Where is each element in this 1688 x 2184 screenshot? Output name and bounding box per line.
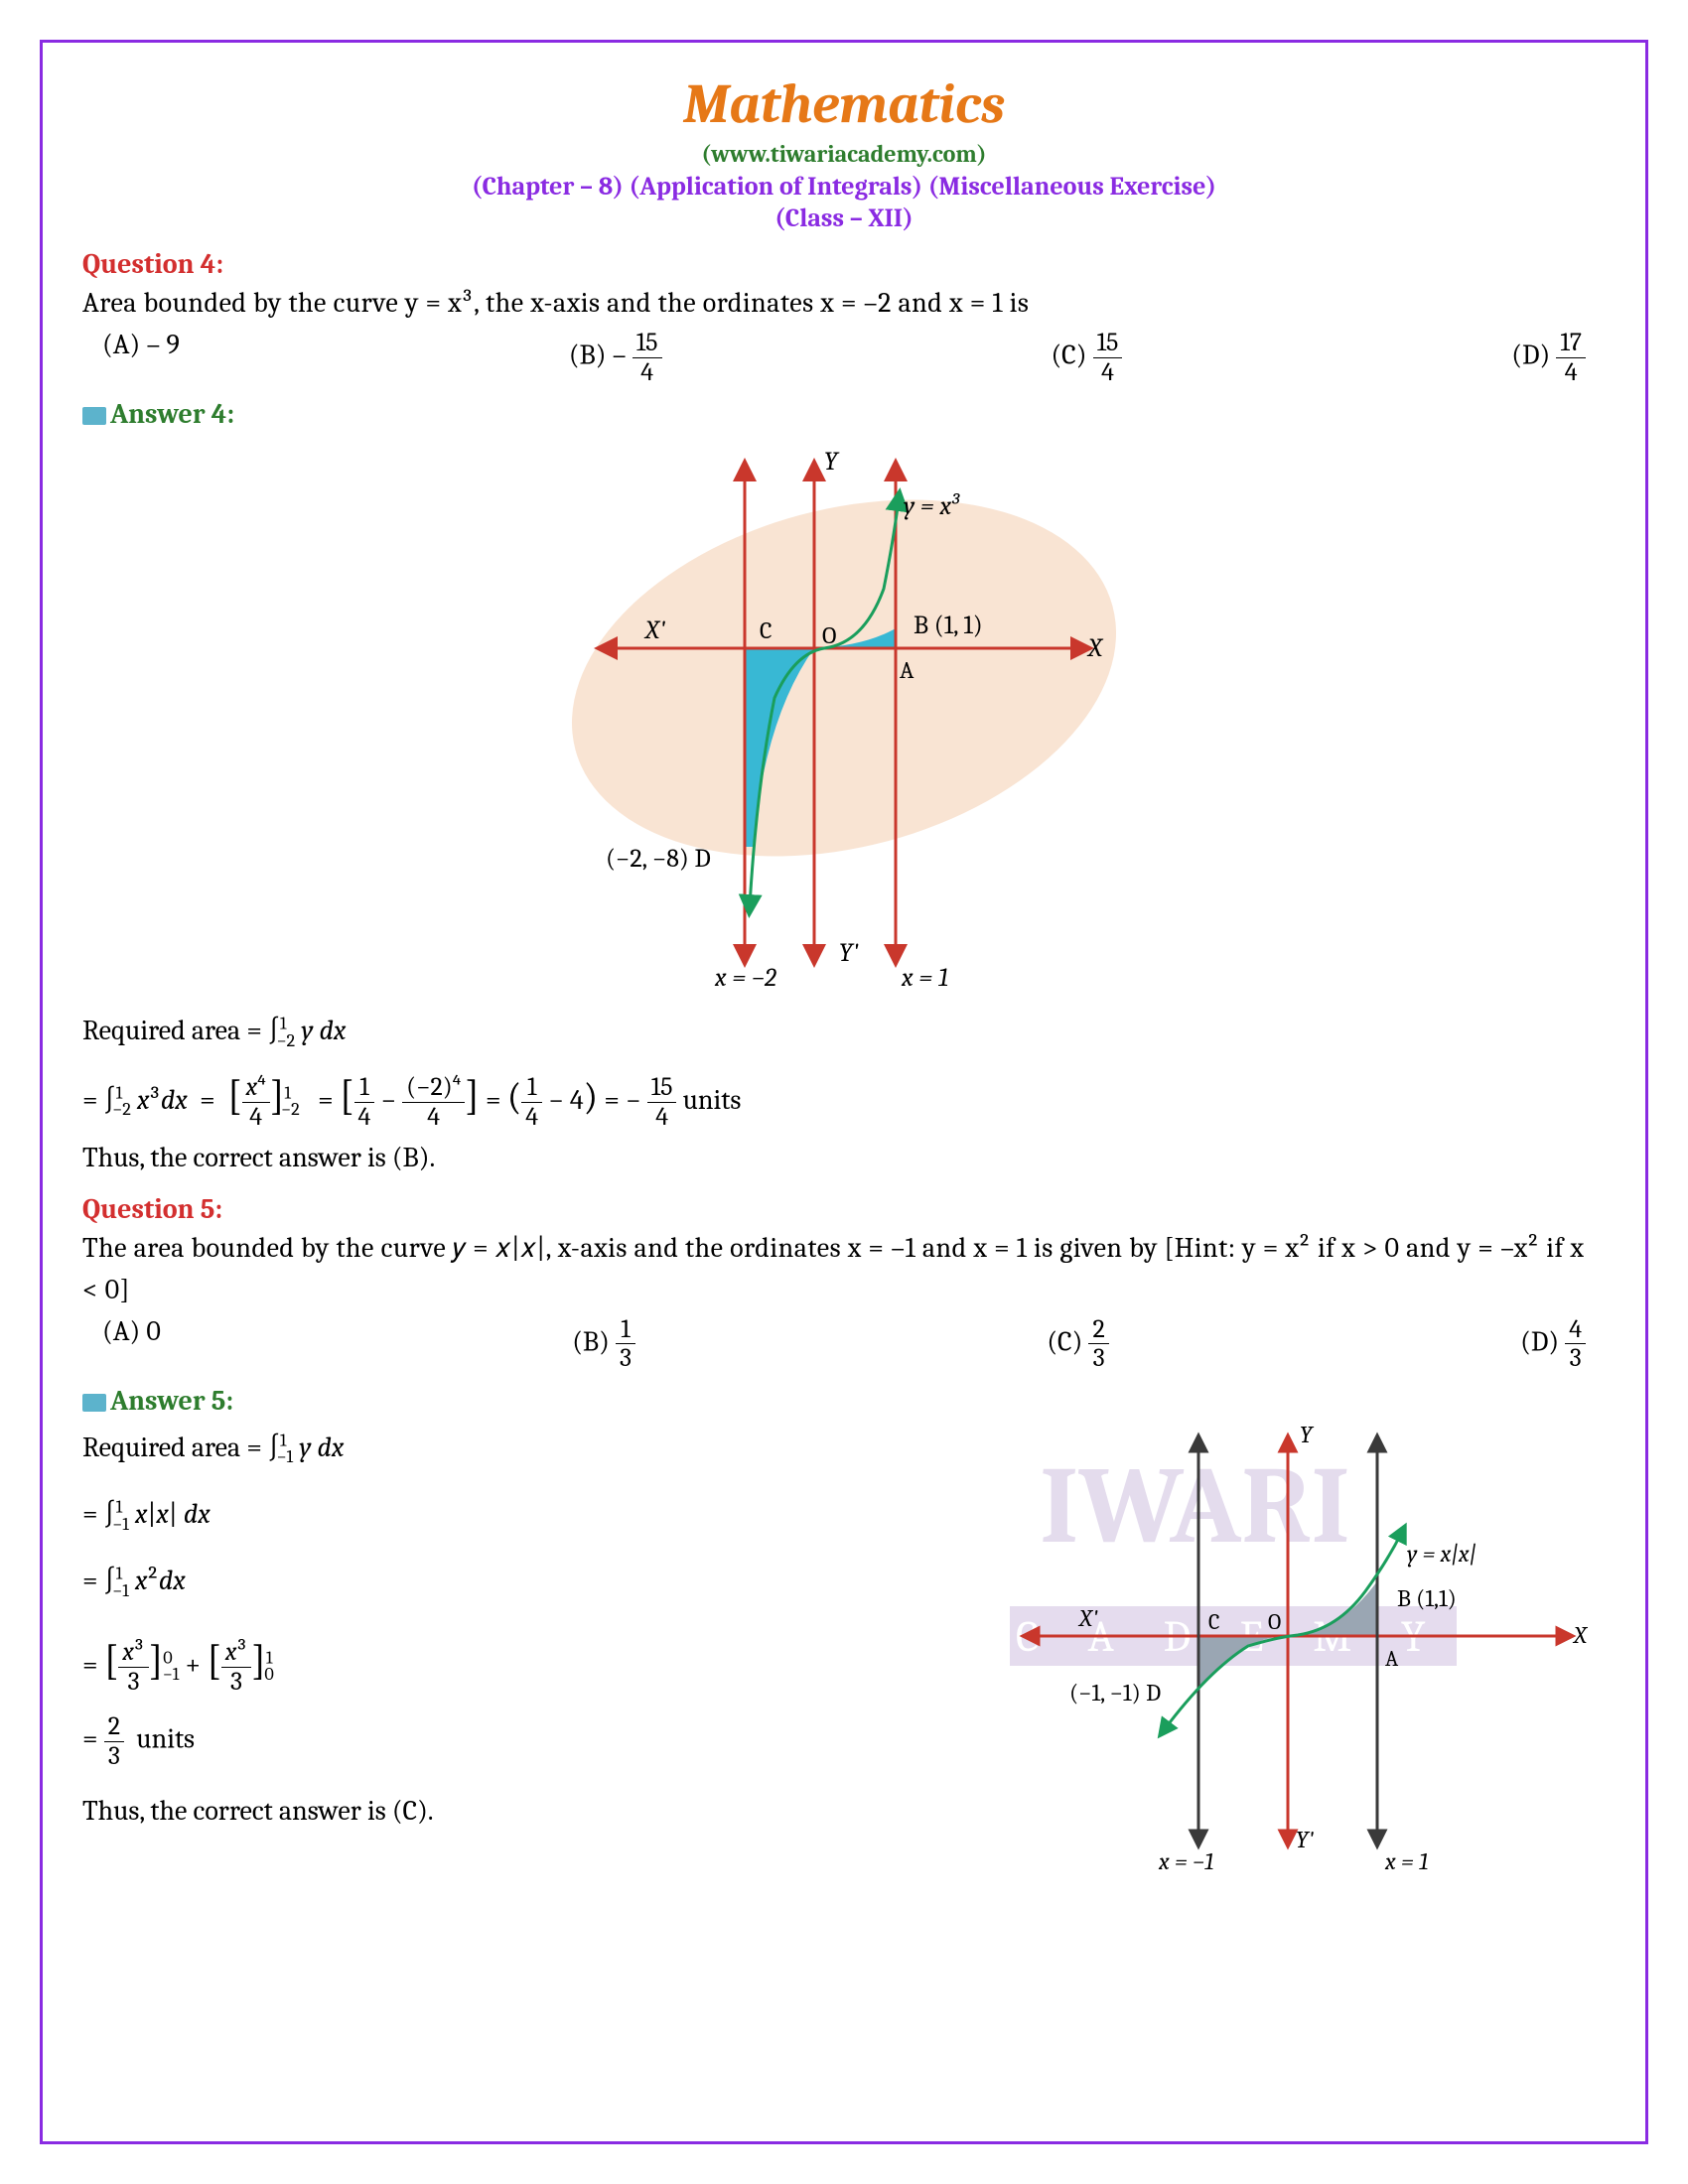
sol4-line3: Thus, the correct answer is (B). bbox=[82, 1133, 1606, 1182]
svg-text:B (1, 1): B (1, 1) bbox=[914, 611, 983, 640]
svg-text:Y': Y' bbox=[839, 938, 859, 968]
graph-q5: IWARI A C A D E M Y Y Y' X X' y = x|x| B… bbox=[1010, 1413, 1606, 1889]
svg-text:x = −1: x = −1 bbox=[1158, 1847, 1214, 1875]
svg-text:X': X' bbox=[643, 615, 665, 645]
graph-q5-svg: IWARI A C A D E M Y Y Y' X X' y = x|x| B… bbox=[1010, 1413, 1606, 1889]
svg-text:X: X bbox=[1572, 1621, 1589, 1649]
svg-text:X: X bbox=[1086, 633, 1104, 663]
svg-text:IWARI: IWARI bbox=[1040, 1443, 1350, 1570]
svg-text:x = 1: x = 1 bbox=[901, 963, 948, 993]
svg-text:C: C bbox=[760, 616, 772, 644]
svg-text:O: O bbox=[1268, 1609, 1281, 1635]
page-title: Mathematics bbox=[82, 72, 1606, 136]
site-url: (www.tiwariacademy.com) bbox=[82, 140, 1606, 168]
question-4-options: (A) – 9 (B) – 154 (C) 154 (D) 174 bbox=[102, 329, 1586, 386]
svg-text:Y: Y bbox=[824, 447, 840, 477]
question-5-options: (A) 0 (B) 13 (C) 23 (D) 43 bbox=[102, 1315, 1586, 1373]
opt-b: (B) – 154 bbox=[569, 329, 662, 386]
svg-text:(−1, −1) D: (−1, −1) D bbox=[1069, 1679, 1161, 1706]
svg-text:x = 1: x = 1 bbox=[1384, 1847, 1428, 1875]
opt-a: (A) – 9 bbox=[102, 329, 180, 386]
svg-text:(−2, −8) D: (−2, −8) D bbox=[606, 844, 711, 874]
svg-text:B (1,1): B (1,1) bbox=[1397, 1584, 1457, 1612]
page-frame: Mathematics (www.tiwariacademy.com) (Cha… bbox=[40, 40, 1648, 2144]
sol4-line1: Required area = ∫1−2 y dx bbox=[82, 1006, 1606, 1057]
svg-text:A: A bbox=[900, 656, 914, 684]
sol4-line2: = ∫1−2 x³dx = [x⁴4]1−2 = [14 − (−2)⁴4] =… bbox=[82, 1058, 1606, 1134]
opt-d: (D) 43 bbox=[1520, 1315, 1586, 1373]
opt-b: (B) 13 bbox=[572, 1315, 635, 1373]
question-5-text: The area bounded by the curve 𝑦 = 𝑥|𝑥|, … bbox=[82, 1227, 1606, 1310]
svg-text:X': X' bbox=[1077, 1604, 1098, 1632]
question-4-text: Area bounded by the curve y = x³, the x-… bbox=[82, 282, 1606, 324]
class-line: (Class – XII) bbox=[82, 204, 1606, 233]
question-5-heading: Question 5: bbox=[82, 1193, 1606, 1225]
svg-text:C: C bbox=[1208, 1609, 1219, 1635]
page: Mathematics (www.tiwariacademy.com) (Cha… bbox=[0, 0, 1688, 2184]
svg-text:Y': Y' bbox=[1296, 1826, 1315, 1853]
opt-c: (C) 23 bbox=[1047, 1315, 1108, 1373]
question-4-heading: Question 4: bbox=[82, 248, 1606, 280]
chapter-line: (Chapter – 8) (Application of Integrals)… bbox=[82, 172, 1606, 202]
svg-text:y = x³: y = x³ bbox=[904, 491, 960, 521]
svg-text:y = x|x|: y = x|x| bbox=[1407, 1540, 1477, 1568]
svg-text:x = −2: x = −2 bbox=[714, 963, 776, 993]
graph-q4: Y Y' X X' y = x³ B (1, 1) A C O (−2, −8)… bbox=[506, 440, 1182, 996]
opt-d: (D) 174 bbox=[1511, 329, 1586, 386]
opt-c: (C) 154 bbox=[1051, 329, 1122, 386]
answer-4-heading: Answer 4: bbox=[82, 398, 1606, 430]
graph-q4-svg: Y Y' X X' y = x³ B (1, 1) A C O (−2, −8)… bbox=[506, 440, 1182, 996]
svg-text:A: A bbox=[1385, 1646, 1399, 1672]
opt-a: (A) 0 bbox=[102, 1315, 161, 1373]
svg-text:O: O bbox=[822, 621, 836, 649]
solution-4: Required area = ∫1−2 y dx = ∫1−2 x³dx = … bbox=[82, 1006, 1606, 1182]
